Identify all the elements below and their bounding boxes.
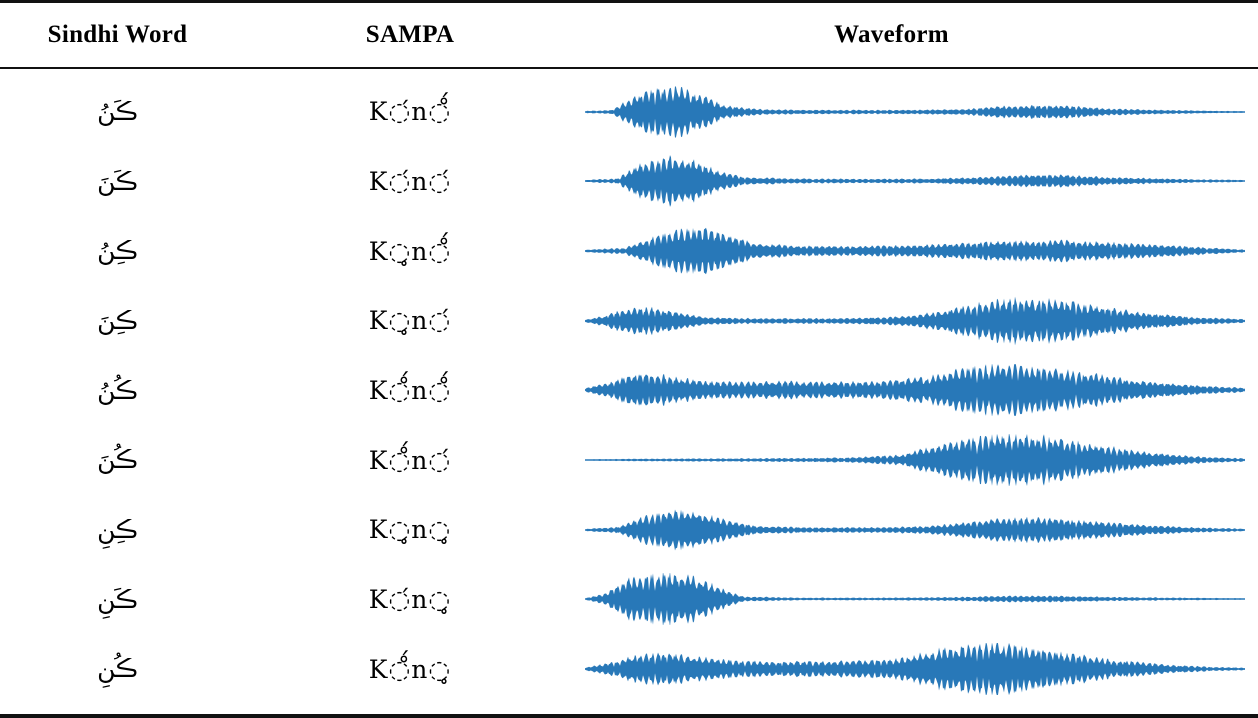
waveform-plot (585, 155, 1245, 208)
header-sindhi-word: Sindhi Word (47, 21, 188, 48)
waveform-path (585, 573, 1245, 626)
sindhi-word: ڪُنَ (97, 445, 138, 475)
waveform-path (585, 364, 1245, 417)
waveform-path (585, 85, 1245, 138)
waveform-plot (585, 296, 1245, 346)
header-waveform: Waveform (834, 21, 949, 48)
sindhi-word: ڪَنِ (97, 584, 138, 614)
table-row: ڪَنِ K◌́n◌̥ (0, 573, 1258, 626)
sampa-transcription: K◌̥n◌̥ (368, 515, 452, 545)
waveform-path (585, 434, 1245, 487)
sampa-transcription: K◌́n◌̥ (368, 584, 452, 614)
waveform-plot (585, 85, 1245, 138)
waveform-cell (585, 504, 1258, 556)
sampa-transcription: K◌̊́n◌́ (368, 445, 452, 475)
waveform-path (585, 643, 1245, 696)
sindhi-word: ڪِنُ (97, 236, 138, 266)
waveform-cell (585, 573, 1258, 626)
sindhi-word: ڪَنُ (97, 97, 138, 127)
waveform-path (585, 155, 1245, 208)
table-row: ڪِنُ K◌̥n◌̊́ (0, 225, 1258, 277)
waveform-cell (585, 364, 1258, 417)
waveform-plot (585, 573, 1245, 626)
waveform-plot (585, 509, 1245, 551)
sampa-transcription: K◌́n◌́ (368, 166, 452, 196)
sampa-transcription: K◌̊́n◌̊́ (368, 375, 452, 405)
table-body: ڪَنُ K◌́n◌̊́ ڪَنَ K◌́n◌́ ڪِنُ K◌̥n◌̊́ ڪِنَ K◌̥n… (0, 69, 1258, 714)
waveform-cell (585, 434, 1258, 487)
sindhi-word: ڪَنَ (97, 166, 138, 196)
table-row: ڪَنُ K◌́n◌̊́ (0, 85, 1258, 138)
waveform-cell (585, 295, 1258, 347)
sindhi-word: ڪُنُ (97, 375, 138, 405)
table-row: ڪُنِ K◌̊́n◌̥ (0, 643, 1258, 696)
waveform-cell (585, 85, 1258, 138)
waveform-path (585, 227, 1245, 275)
table-header-row: Sindhi Word SAMPA Waveform (0, 3, 1258, 69)
header-sampa: SAMPA (365, 21, 455, 48)
waveform-cell (585, 155, 1258, 208)
sampa-transcription: K◌̥n◌̊́ (368, 236, 452, 266)
waveform-plot (585, 643, 1245, 696)
waveform-plot (585, 227, 1245, 275)
table-row: ڪُنُ K◌̊́n◌̊́ (0, 364, 1258, 417)
waveform-path (585, 296, 1245, 346)
waveform-plot (585, 434, 1245, 487)
waveform-cell (585, 225, 1258, 277)
table-row: ڪُنَ K◌̊́n◌́ (0, 434, 1258, 487)
sampa-transcription: K◌̊́n◌̥ (368, 654, 452, 684)
sampa-transcription: K◌́n◌̊́ (368, 97, 452, 127)
waveform-plot (585, 364, 1245, 417)
sampa-transcription: K◌̥n◌́ (368, 306, 452, 336)
sindhi-word: ڪُنِ (97, 654, 138, 684)
waveform-cell (585, 643, 1258, 696)
sindhi-word: ڪِنِ (97, 515, 138, 545)
waveform-path (585, 509, 1245, 551)
table-row: ڪِنِ K◌̥n◌̥ (0, 504, 1258, 556)
table-row: ڪِنَ K◌̥n◌́ (0, 295, 1258, 347)
sindhi-word: ڪِنَ (97, 306, 138, 336)
table-row: ڪَنَ K◌́n◌́ (0, 155, 1258, 208)
